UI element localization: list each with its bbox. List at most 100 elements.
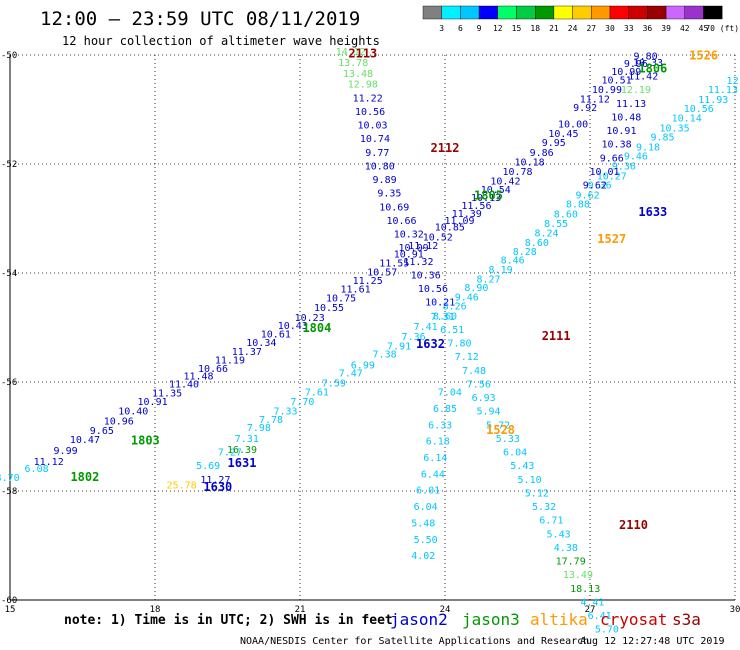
- data-point-label: 11.13: [616, 99, 646, 110]
- data-point-label: 6.18: [426, 437, 450, 448]
- data-point-label: 5.94: [476, 407, 500, 418]
- data-point-label: 9.89: [373, 175, 397, 186]
- colorbar-label: 45: [699, 24, 709, 33]
- data-point-label: 6.01: [416, 486, 440, 497]
- x-tick-label: 24: [440, 605, 451, 615]
- data-point-label: 8.46: [501, 256, 525, 267]
- data-point-label: 9.86: [530, 148, 554, 159]
- data-point-label: 5.43: [510, 461, 534, 472]
- data-point-label: 11.12: [580, 94, 610, 105]
- data-point-label: 9.99: [54, 446, 78, 457]
- data-point-label: 7.31: [431, 312, 455, 323]
- data-point-label: 11.35: [152, 389, 182, 400]
- colorbar-label: 42: [680, 24, 690, 33]
- data-point-label: 9.46: [455, 292, 479, 303]
- data-point-label: 10.52: [423, 232, 453, 243]
- y-tick-label: -50: [1, 51, 17, 61]
- data-point-label: 7.27: [218, 448, 242, 459]
- data-point-label: 9.65: [90, 426, 114, 437]
- colorbar-swatch: [647, 5, 667, 20]
- data-point-label: 7.36: [402, 332, 426, 343]
- data-point-label: 11.32: [403, 257, 433, 268]
- data-point-label: 5.12: [525, 488, 549, 499]
- y-tick-label: -52: [1, 160, 17, 170]
- data-point-label: 5.32: [532, 502, 556, 513]
- data-point-label: 10.96: [104, 417, 134, 428]
- data-point-label: 6.08: [25, 464, 49, 475]
- data-point-label: 7.38: [373, 349, 397, 360]
- data-point-label: 8.90: [464, 283, 488, 294]
- data-point-label: 11.19: [215, 355, 245, 366]
- data-point-label: 10.54: [481, 185, 511, 196]
- data-point-label: 5.43: [547, 529, 571, 540]
- data-point-label: 10.75: [326, 293, 356, 304]
- series-track-1526-1527: 10.33 11.42 12.19 11.13 10.48 10.91 10.38 9.66 1…: [583, 58, 663, 192]
- x-tick-label: 18: [150, 605, 161, 615]
- colorbar-swatch: [591, 5, 611, 20]
- data-point-label: 9.62: [576, 190, 600, 201]
- x-tick-label: 27: [585, 605, 596, 615]
- colorbar-label: 18: [530, 24, 540, 33]
- data-point-label: 9.18: [636, 142, 660, 153]
- pass-label: 2112: [431, 141, 460, 155]
- data-point-label: 10.18: [515, 158, 545, 169]
- colorbar-swatch: [703, 5, 723, 20]
- data-point-label: 8.55: [544, 219, 568, 230]
- header: 12:00 — 23:59 UTC 08/11/2019 12 hour col…: [40, 8, 380, 48]
- data-point-label: 9.62: [583, 181, 607, 192]
- data-point-label: 11.39: [452, 209, 482, 220]
- colorbar-swatch: [478, 5, 499, 20]
- data-point-label: 10.47: [70, 435, 100, 446]
- footer-credit: NOAA/NESDIS Center for Satellite Applica…: [240, 636, 589, 647]
- colorbar-swatch: [553, 5, 573, 20]
- data-point-label: 9.46: [624, 152, 648, 163]
- data-point-label: 7.48: [462, 366, 486, 377]
- colorbar-label: 9: [477, 24, 482, 33]
- data-point-label: 10.38: [602, 140, 632, 151]
- data-point-label: 9.66: [600, 153, 624, 164]
- colorbar-label: 30: [605, 24, 615, 33]
- data-point-label: 7.70: [290, 397, 314, 408]
- pass-label: 1806: [638, 61, 667, 75]
- data-point-label: 10.42: [490, 177, 520, 188]
- series-track-1630-1633: 5.697.277.317.987.787.337.707.617.597.47…: [196, 76, 738, 472]
- data-point-label: 7.04: [438, 388, 462, 399]
- data-point-label: 10.27: [597, 171, 627, 182]
- pass-label: 1802: [70, 470, 99, 484]
- data-point-label: 8.60: [525, 238, 549, 249]
- data-point-label: 11.22: [353, 93, 383, 104]
- data-point-label: 7.41: [414, 322, 438, 333]
- data-point-label: 6.51: [440, 325, 464, 336]
- data-point-label: 13.78: [338, 58, 368, 69]
- pass-label: 1631: [228, 456, 257, 470]
- data-point-label: 11.09: [444, 216, 474, 227]
- data-point-label: 8.60: [554, 209, 578, 220]
- data-point-label: 10.21: [425, 298, 455, 309]
- chart-subtitle: 12 hour collection of altimeter wave hei…: [62, 34, 380, 48]
- data-point-label: 8.28: [513, 247, 537, 258]
- data-point-label: 7.31: [235, 434, 259, 445]
- pass-label: 1527: [597, 232, 626, 246]
- data-point-label: 6.71: [539, 516, 563, 527]
- series-track-1528: 4.02 5.50 5.48 6.04 6.01 6.44 6.14 6.18 6.33 6.85…: [411, 388, 462, 563]
- data-point-label: 11.13: [708, 85, 738, 96]
- data-point-label: 10.40: [118, 407, 148, 418]
- data-point-label: 9.36: [612, 161, 636, 172]
- colorbar-swatch: [628, 5, 648, 20]
- data-point-label: 10.48: [611, 112, 641, 123]
- data-point-label: 7.98: [247, 423, 271, 434]
- data-point-label: 12: [727, 76, 739, 87]
- data-point-label: 11.55: [379, 258, 409, 269]
- colorbar-label: 21: [549, 24, 559, 33]
- data-point-label: 10.66: [386, 216, 416, 227]
- y-tick-label: -60: [1, 596, 17, 606]
- legend-item-jason2: jason2: [390, 610, 448, 629]
- data-point-label: 10.09: [399, 243, 429, 254]
- data-point-label: 5.50: [414, 535, 438, 546]
- pass-label: 1630: [203, 480, 232, 494]
- data-point-label: 9.96: [624, 59, 648, 70]
- data-point-label: 8.26: [443, 302, 467, 313]
